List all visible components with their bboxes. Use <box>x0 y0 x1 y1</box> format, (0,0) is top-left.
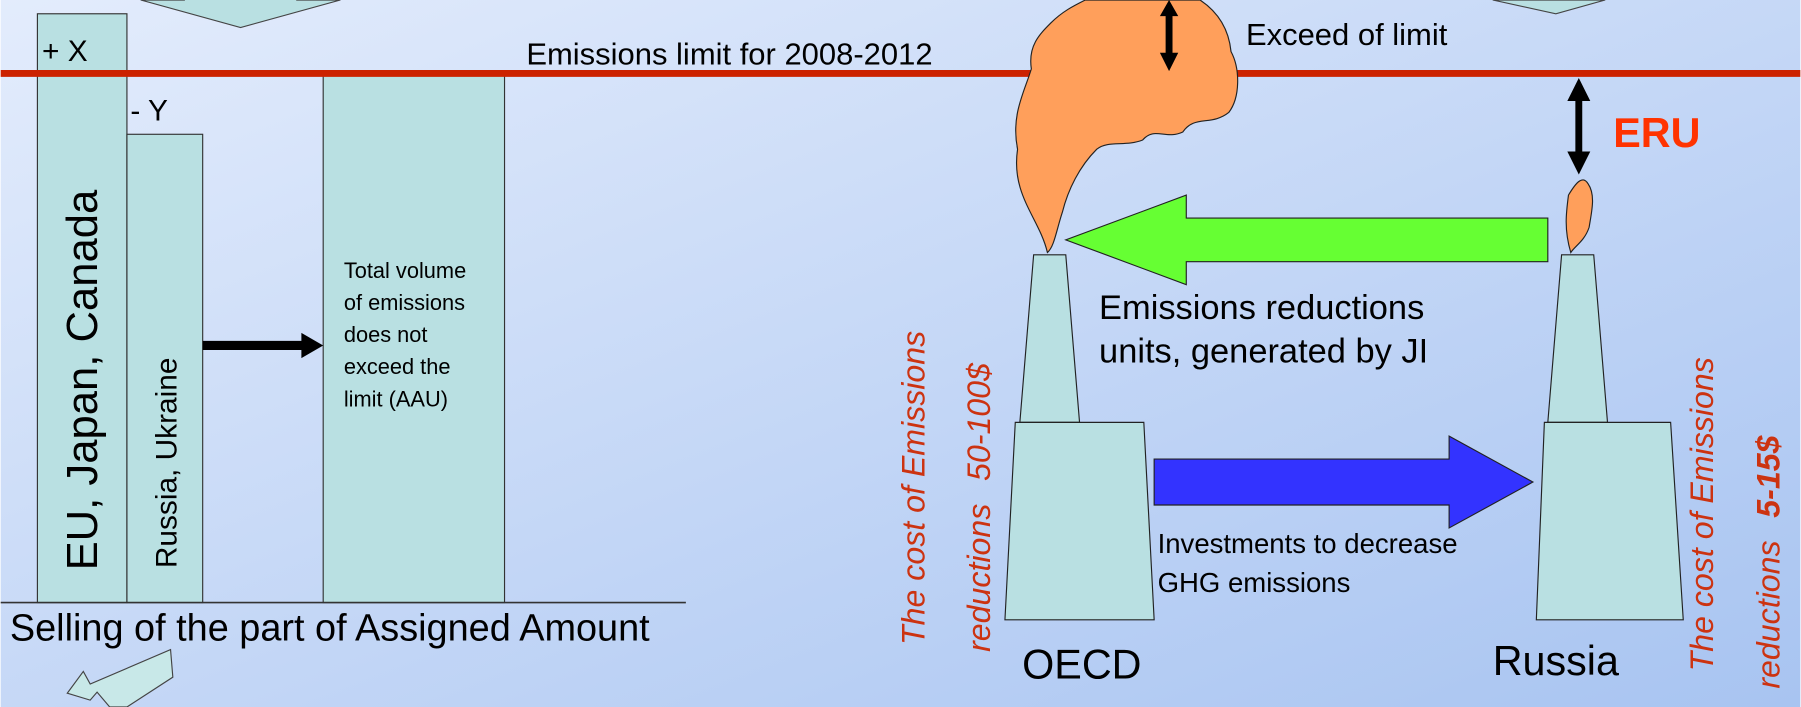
delta-label: + X <box>42 35 88 68</box>
limit-label: Emissions limit for 2008-2012 <box>526 36 932 71</box>
bar-label: EU, Japan, Canada <box>59 189 107 570</box>
label-line: Investments to decrease <box>1158 528 1458 559</box>
label-line: Emissions reductions <box>1099 289 1424 327</box>
delta-label: - Y <box>130 95 168 128</box>
label-line: units, generated by JI <box>1099 333 1428 371</box>
cost-label: reductions 5-15$ <box>1751 434 1787 688</box>
page: + X - Y EU, Japan, Canada Russia, Ukrain… <box>0 0 1801 707</box>
bar-label: Russia, Ukraine <box>150 358 183 569</box>
country-name: Russia <box>1493 638 1619 684</box>
country-name: OECD <box>1022 641 1141 687</box>
cost-label: reductions 50-100$ <box>961 362 997 652</box>
caption: Selling of the part of Assigned Amount <box>10 607 650 649</box>
note-line: does not <box>344 322 428 347</box>
note-line: exceed the <box>344 354 451 379</box>
cost-prefix: reductions <box>1751 540 1787 688</box>
cost-label: The cost of Emissions <box>896 331 932 645</box>
note-line: of emissions <box>344 290 465 315</box>
eru-label: ERU <box>1613 110 1700 156</box>
oecd-factory <box>1005 422 1154 619</box>
cost-amount: 50-100$ <box>961 362 997 481</box>
label-line: GHG emissions <box>1158 567 1351 598</box>
slide: + X - Y EU, Japan, Canada Russia, Ukrain… <box>0 0 1801 707</box>
cost-label: The cost of Emissions <box>1684 357 1720 671</box>
cost-amount: 5-15$ <box>1751 434 1787 517</box>
russia-factory <box>1536 422 1683 619</box>
cost-prefix: reductions <box>961 504 997 652</box>
note-line: Total volume <box>344 258 466 283</box>
note-line: limit (AAU) <box>344 386 448 411</box>
exceed-label: Exceed of limit <box>1246 17 1448 52</box>
